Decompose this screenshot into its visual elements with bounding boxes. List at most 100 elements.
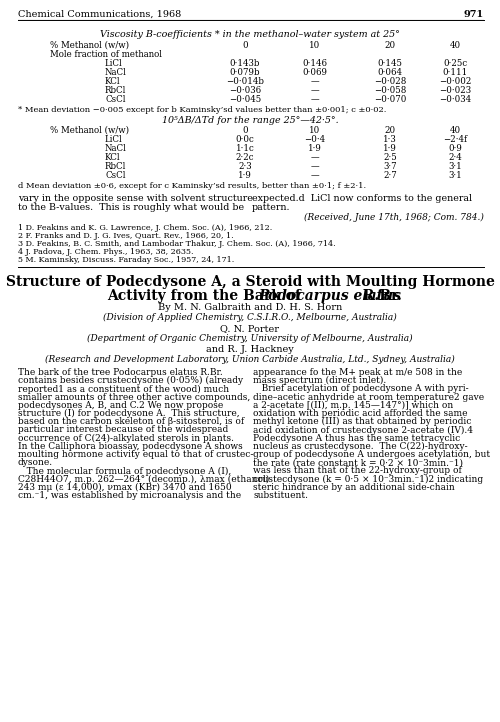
Text: By M. N. Galbraith and D. H. S. Horn: By M. N. Galbraith and D. H. S. Horn: [158, 303, 342, 312]
Text: Viscosity B-coefficients * in the methanol–water system at 25°: Viscosity B-coefficients * in the methan…: [100, 30, 400, 39]
Text: 1·9: 1·9: [308, 144, 322, 153]
Text: 1·1c: 1·1c: [236, 144, 255, 153]
Text: 5 M. Kaminsky, Discuss. Faraday Soc., 1957, 24, 171.: 5 M. Kaminsky, Discuss. Faraday Soc., 19…: [18, 256, 234, 264]
Text: LiCl: LiCl: [105, 59, 123, 68]
Text: NaCl: NaCl: [105, 144, 127, 153]
Text: vary in the opposite sense with solvent structure: vary in the opposite sense with solvent …: [18, 194, 253, 203]
Text: 3 D. Feakins, B. C. Smith, and Lambodar Thakur, J. Chem. Soc. (A), 1966, 714.: 3 D. Feakins, B. C. Smith, and Lambodar …: [18, 240, 336, 248]
Text: —: —: [310, 171, 320, 180]
Text: 1·3: 1·3: [383, 135, 397, 144]
Text: −0·028: −0·028: [374, 77, 406, 86]
Text: methyl ketone (III) as that obtained by periodic: methyl ketone (III) as that obtained by …: [253, 417, 472, 426]
Text: —: —: [310, 162, 320, 171]
Text: acid oxidation of crustecdysone 2-acetate (IV).4: acid oxidation of crustecdysone 2-acetat…: [253, 425, 473, 435]
Text: 3·1: 3·1: [448, 171, 462, 180]
Text: 2 F. Franks and D. J. G. Ives, Quart. Rev., 1966, 20, 1.: 2 F. Franks and D. J. G. Ives, Quart. Re…: [18, 232, 234, 240]
Text: cm.⁻1, was established by microanalysis and the: cm.⁻1, was established by microanalysis …: [18, 491, 241, 500]
Text: 0·145: 0·145: [378, 59, 402, 68]
Text: 40: 40: [450, 41, 460, 50]
Text: d Mean deviation ±0·6, except for c Kaminsky’sd results, better than ±0·1; f ±2·: d Mean deviation ±0·6, except for c Kami…: [18, 182, 366, 190]
Text: steric hindrance by an additional side-chain: steric hindrance by an additional side-c…: [253, 483, 455, 492]
Text: 0·064: 0·064: [378, 68, 402, 77]
Text: −0·070: −0·070: [374, 95, 406, 104]
Text: CsCl: CsCl: [105, 171, 126, 180]
Text: a 2-acetate [(II), m.p. 145—147°)] which on: a 2-acetate [(II), m.p. 145—147°)] which…: [253, 401, 453, 410]
Text: 2·3: 2·3: [238, 162, 252, 171]
Text: structure (I) for podecdysone A.  This structure,: structure (I) for podecdysone A. This st…: [18, 409, 240, 418]
Text: 0·069: 0·069: [302, 68, 328, 77]
Text: dine–acetic anhydride at room temperature2 gave: dine–acetic anhydride at room temperatur…: [253, 393, 484, 401]
Text: −0·014b: −0·014b: [226, 77, 264, 86]
Text: 0·0c: 0·0c: [236, 135, 255, 144]
Text: based on the carbon skeleton of β-sitosterol, is of: based on the carbon skeleton of β-sitost…: [18, 417, 244, 426]
Text: 10: 10: [310, 126, 320, 135]
Text: moulting hormone activity equal to that of crustec-: moulting hormone activity equal to that …: [18, 450, 254, 459]
Text: —: —: [310, 86, 320, 95]
Text: CsCl: CsCl: [105, 95, 126, 104]
Text: 40: 40: [450, 126, 460, 135]
Text: 0: 0: [242, 126, 248, 135]
Text: −0·036: −0·036: [229, 86, 261, 95]
Text: was less than that of the 22-hydroxy-group of: was less than that of the 22-hydroxy-gro…: [253, 466, 462, 475]
Text: —: —: [310, 95, 320, 104]
Text: 0·111: 0·111: [442, 68, 468, 77]
Text: 0·25c: 0·25c: [443, 59, 467, 68]
Text: 2·2c: 2·2c: [236, 153, 255, 162]
Text: % Methanol (w/w): % Methanol (w/w): [50, 126, 129, 135]
Text: oxidation with periodic acid afforded the same: oxidation with periodic acid afforded th…: [253, 409, 468, 418]
Text: The bark of the tree Podocarpus elatus R.Br.: The bark of the tree Podocarpus elatus R…: [18, 368, 223, 377]
Text: —: —: [310, 153, 320, 162]
Text: 0·9: 0·9: [448, 144, 462, 153]
Text: 0·079b: 0·079b: [230, 68, 260, 77]
Text: 20: 20: [384, 126, 396, 135]
Text: Chemical Communications, 1968: Chemical Communications, 1968: [18, 10, 181, 19]
Text: 4 J. Padova, J. Chem. Phys., 1963, 38, 2635.: 4 J. Padova, J. Chem. Phys., 1963, 38, 2…: [18, 248, 194, 256]
Text: smaller amounts of three other active compounds,: smaller amounts of three other active co…: [18, 393, 250, 401]
Text: the rate (rate constant k = 0·2 × 10⁻3min.⁻1): the rate (rate constant k = 0·2 × 10⁻3mi…: [253, 458, 463, 467]
Text: Brief acetylation of podecdysone A with pyri-: Brief acetylation of podecdysone A with …: [253, 384, 468, 393]
Text: C28H44O7, m.p. 262—264° (decomp.), λmax (ethanol): C28H44O7, m.p. 262—264° (decomp.), λmax …: [18, 474, 269, 484]
Text: occurrence of C(24)-alkylated sterols in plants.: occurrence of C(24)-alkylated sterols in…: [18, 434, 234, 443]
Text: —: —: [310, 77, 320, 86]
Text: −0·023: −0·023: [439, 86, 471, 95]
Text: % Methanol (w/w): % Methanol (w/w): [50, 41, 129, 50]
Text: reported1 as a constituent of the wood) much: reported1 as a constituent of the wood) …: [18, 384, 229, 393]
Text: 0·146: 0·146: [302, 59, 328, 68]
Text: R.Br.: R.Br.: [358, 289, 402, 303]
Text: expected.d  LiCl now conforms to the general: expected.d LiCl now conforms to the gene…: [252, 194, 472, 203]
Text: and R. J. Hackney: and R. J. Hackney: [206, 345, 294, 354]
Text: * Mean deviation −0·005 except for b Kaminsky’sd values better than ±0·001; c ±0: * Mean deviation −0·005 except for b Kam…: [18, 106, 386, 114]
Text: (Research and Development Laboratory, Union Carbide Australia, Ltd., Sydney, Aus: (Research and Development Laboratory, Un…: [45, 355, 455, 364]
Text: pattern.: pattern.: [252, 203, 290, 212]
Text: contains besides crustecdysone (0·05%) (already: contains besides crustecdysone (0·05%) (…: [18, 376, 243, 386]
Text: (Division of Applied Chemistry, C.S.I.R.O., Melbourne, Australia): (Division of Applied Chemistry, C.S.I.R.…: [103, 313, 397, 322]
Text: (Received, June 17th, 1968; Com. 784.): (Received, June 17th, 1968; Com. 784.): [304, 213, 484, 222]
Text: 20: 20: [384, 41, 396, 50]
Text: Podocarpus elatus: Podocarpus elatus: [259, 289, 402, 303]
Text: KCl: KCl: [105, 153, 120, 162]
Text: nucleus as crustecdysone.  The C(22)-hydroxy-: nucleus as crustecdysone. The C(22)-hydr…: [253, 442, 468, 451]
Text: 2·5: 2·5: [383, 153, 397, 162]
Text: −0·4: −0·4: [304, 135, 326, 144]
Text: 971: 971: [464, 10, 484, 19]
Text: −0·002: −0·002: [439, 77, 471, 86]
Text: In the Calliphora bioassay, podecdysone A shows: In the Calliphora bioassay, podecdysone …: [18, 442, 243, 451]
Text: Q. N. Porter: Q. N. Porter: [220, 324, 280, 333]
Text: −0·045: −0·045: [229, 95, 261, 104]
Text: 2·4: 2·4: [448, 153, 462, 162]
Text: RbCl: RbCl: [105, 162, 126, 171]
Text: 1·9: 1·9: [238, 171, 252, 180]
Text: 10⁵ΔB/ΔTd for the range 25°—42·5°.: 10⁵ΔB/ΔTd for the range 25°—42·5°.: [162, 116, 338, 125]
Text: appearance fo the M+ peak at m/e 508 in the: appearance fo the M+ peak at m/e 508 in …: [253, 368, 462, 377]
Text: 0·143b: 0·143b: [230, 59, 260, 68]
Text: (Department of Organic Chemistry, University of Melbourne, Australia): (Department of Organic Chemistry, Univer…: [87, 334, 413, 343]
Text: 243 mμ (ε 14,000), νmax (KBr) 3470 and 1650: 243 mμ (ε 14,000), νmax (KBr) 3470 and 1…: [18, 483, 232, 492]
Text: 1·9: 1·9: [383, 144, 397, 153]
Text: 10: 10: [310, 41, 320, 50]
Text: 1 D. Feakins and K. G. Lawrence, J. Chem. Soc. (A), 1966, 212.: 1 D. Feakins and K. G. Lawrence, J. Chem…: [18, 224, 272, 232]
Text: RbCl: RbCl: [105, 86, 126, 95]
Text: to the B-values.  This is roughly what would be: to the B-values. This is roughly what wo…: [18, 203, 244, 212]
Text: −0·034: −0·034: [439, 95, 471, 104]
Text: particular interest because of the widespread: particular interest because of the wides…: [18, 425, 228, 435]
Text: Podecdysone A thus has the same tetracyclic: Podecdysone A thus has the same tetracyc…: [253, 434, 460, 443]
